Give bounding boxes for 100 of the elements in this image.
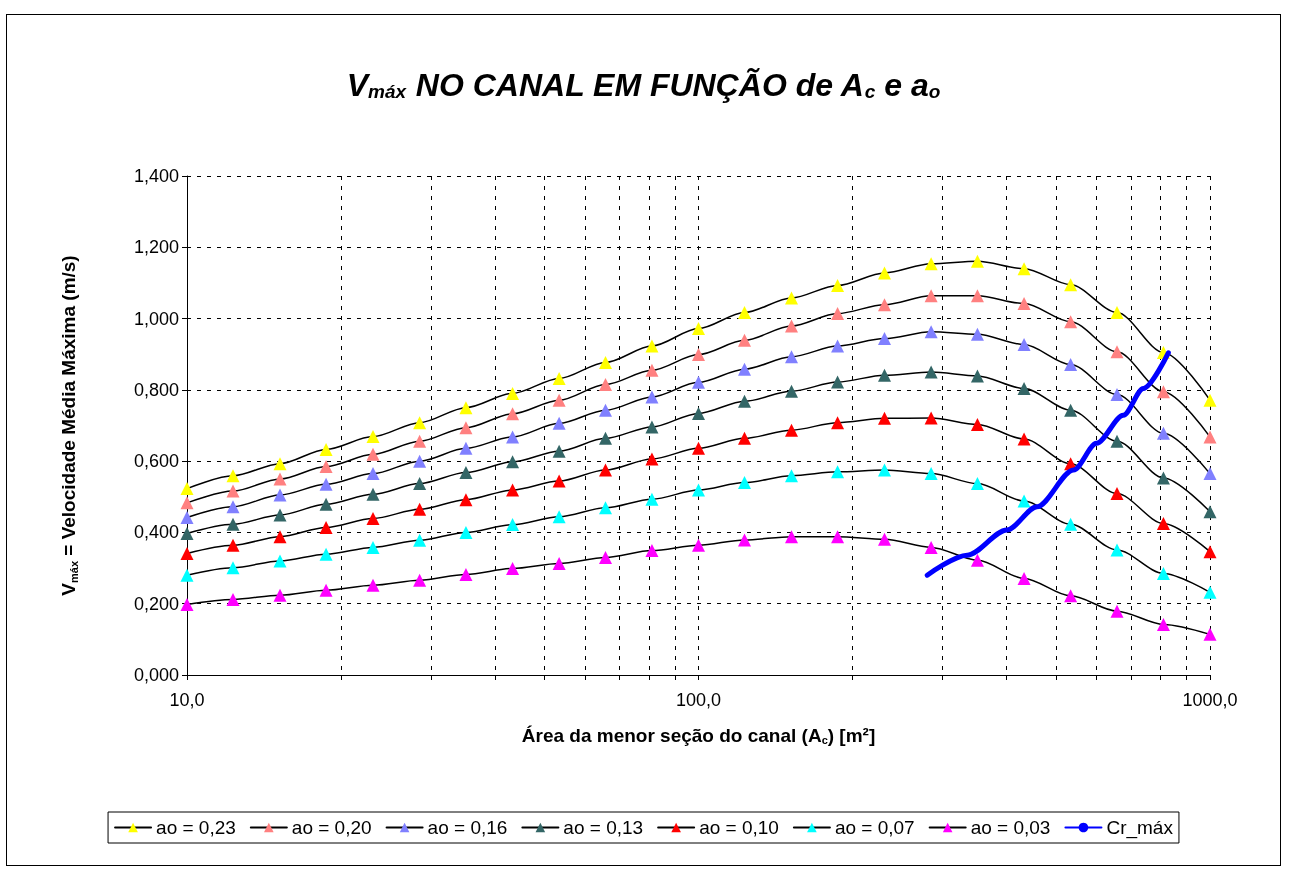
point	[273, 457, 287, 471]
point	[180, 482, 194, 496]
point	[366, 487, 380, 501]
point	[924, 365, 938, 379]
y-tick-label: 0,000	[133, 665, 179, 685]
point	[1064, 403, 1078, 417]
point	[692, 348, 705, 362]
point	[877, 266, 891, 280]
point	[645, 363, 659, 377]
x-axis-title: Área da menor seção do canal (Ac) [m²]	[521, 724, 876, 746]
point	[459, 493, 473, 507]
point	[552, 393, 566, 407]
point	[970, 417, 984, 431]
point	[552, 371, 566, 385]
point	[1203, 545, 1217, 559]
point	[645, 420, 659, 434]
point	[413, 416, 427, 430]
point	[1203, 627, 1217, 641]
y-tick-label: 0,800	[133, 379, 179, 400]
legend-label: ao = 0,13	[563, 817, 644, 838]
point	[599, 403, 613, 417]
point	[552, 416, 566, 430]
point	[226, 592, 240, 606]
point	[319, 547, 333, 561]
point	[831, 375, 845, 389]
point	[1203, 393, 1217, 407]
x-tick-label: 100,0	[675, 690, 722, 710]
point	[831, 278, 845, 292]
point	[459, 466, 473, 480]
point	[1156, 617, 1170, 631]
x-tick-label: 10,0	[169, 690, 205, 710]
point	[877, 411, 891, 425]
point	[273, 508, 287, 522]
point	[459, 525, 473, 539]
point	[273, 488, 287, 502]
y-tick-label: 0,600	[133, 451, 179, 472]
point	[180, 510, 194, 524]
point	[366, 512, 380, 526]
point	[459, 401, 473, 415]
point	[645, 339, 659, 353]
point	[413, 477, 427, 491]
point	[319, 583, 333, 597]
point	[226, 500, 240, 514]
point	[552, 444, 566, 458]
point	[877, 368, 891, 382]
point	[1017, 494, 1031, 508]
point	[459, 567, 473, 581]
point	[273, 530, 287, 544]
point	[970, 327, 984, 341]
legend-label: ao = 0,23	[156, 817, 236, 838]
point	[552, 556, 566, 570]
y-axis-title: Vmáx = Velocidade Média Máxima (m/s)	[57, 255, 80, 596]
point	[506, 483, 520, 497]
point	[737, 306, 751, 320]
point	[692, 406, 705, 420]
point	[1156, 517, 1170, 531]
point	[226, 561, 240, 575]
point	[1110, 387, 1124, 401]
point	[1110, 434, 1124, 448]
point	[785, 350, 799, 364]
point	[1110, 604, 1124, 618]
point	[645, 452, 659, 466]
point	[1110, 345, 1124, 359]
point	[1110, 487, 1124, 501]
point	[924, 411, 938, 425]
point	[1064, 315, 1078, 329]
point	[319, 442, 333, 456]
legend-label: ao = 0,20	[291, 817, 372, 838]
point	[319, 520, 333, 534]
point	[970, 553, 984, 567]
point	[1017, 432, 1031, 446]
point	[226, 484, 240, 498]
point	[1203, 505, 1217, 519]
point	[831, 307, 845, 321]
x-tick-label: 1000,0	[1182, 690, 1238, 710]
point	[273, 472, 287, 486]
point	[831, 339, 845, 353]
point	[737, 431, 751, 445]
point	[1017, 571, 1031, 585]
point	[877, 332, 891, 346]
point	[180, 527, 194, 540]
legend-label: ao = 0,03	[970, 817, 1051, 838]
point	[1017, 262, 1031, 276]
point	[366, 540, 380, 554]
point	[413, 533, 427, 547]
point	[645, 390, 659, 404]
point	[1064, 278, 1078, 292]
point	[1017, 338, 1031, 352]
point	[552, 510, 566, 524]
point	[366, 447, 380, 461]
legend-label: Cr_máx	[1106, 817, 1174, 839]
point	[413, 434, 427, 448]
point	[924, 257, 938, 271]
point	[319, 459, 333, 473]
point	[970, 369, 984, 383]
point	[1064, 589, 1078, 603]
point	[1203, 585, 1217, 599]
point	[506, 455, 520, 469]
point	[831, 465, 845, 479]
point	[366, 430, 380, 444]
